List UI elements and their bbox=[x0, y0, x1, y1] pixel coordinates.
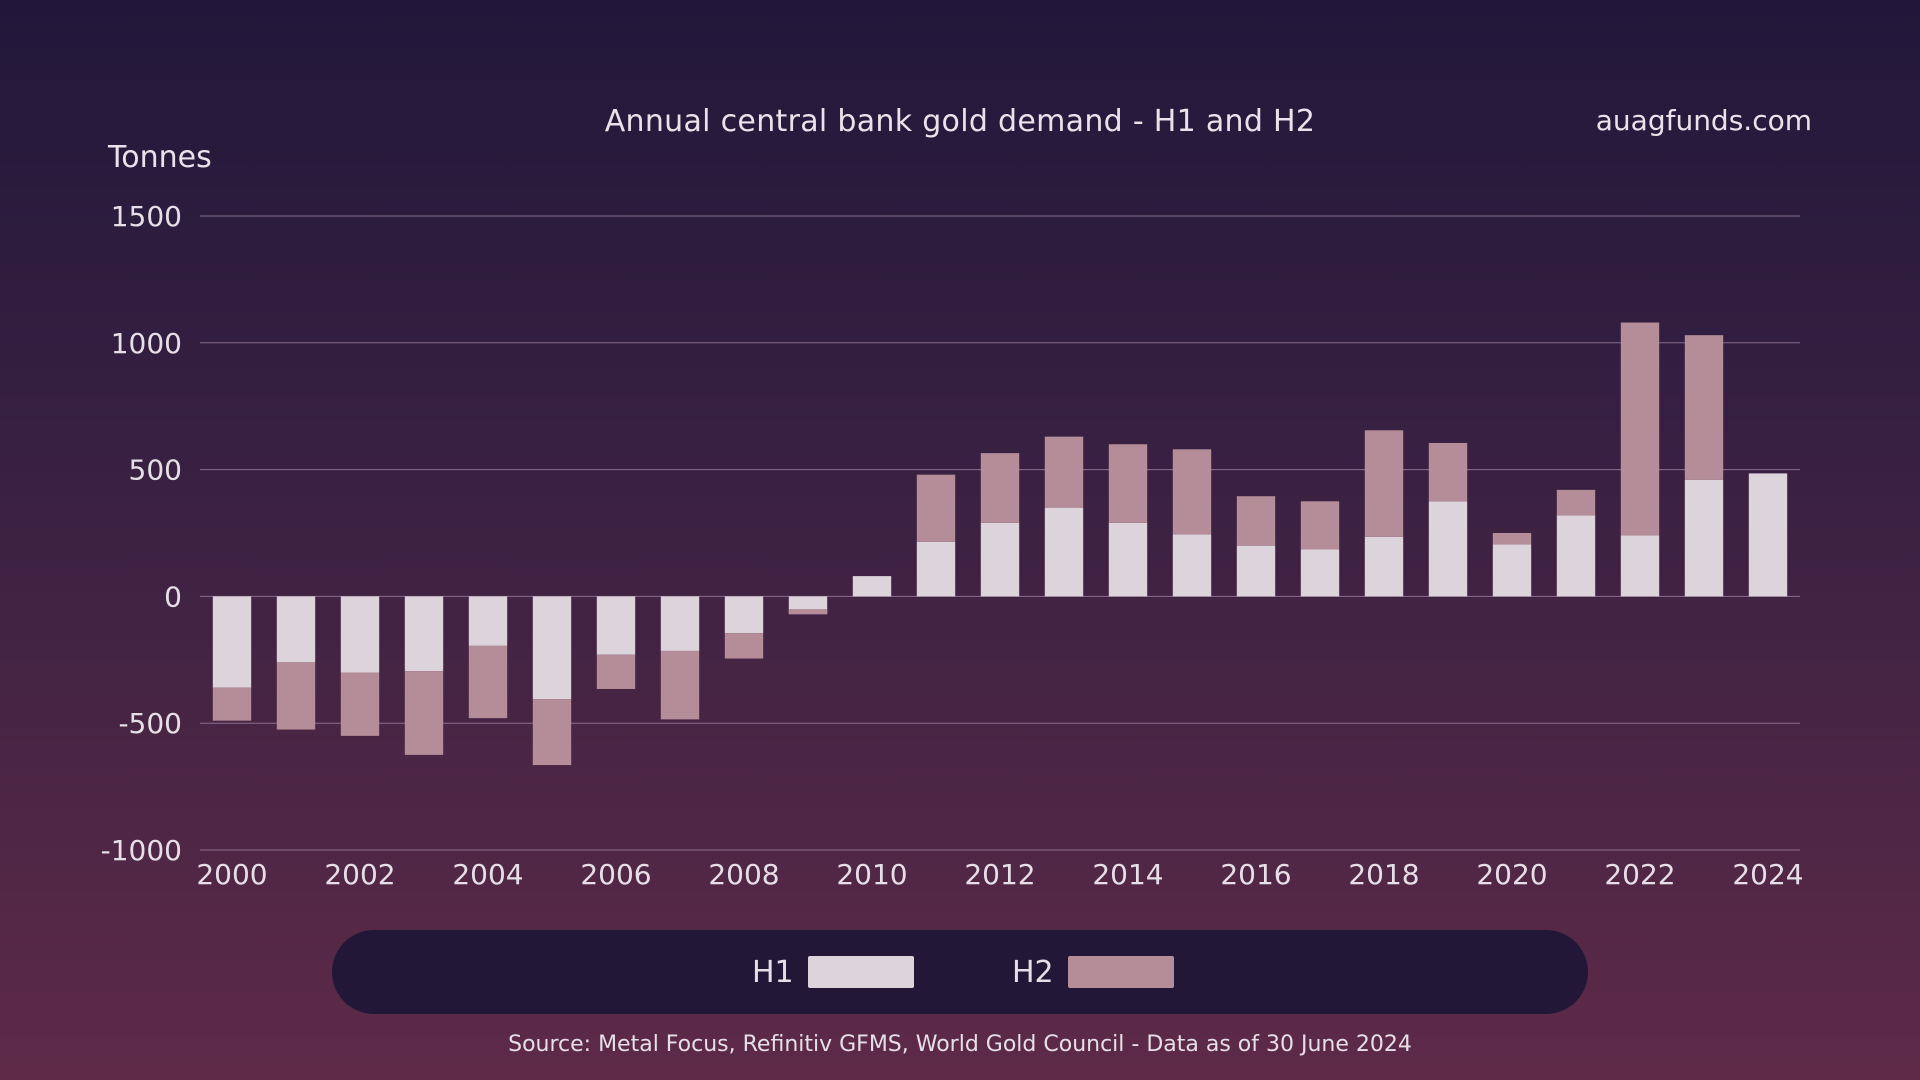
x-tick-label: 2002 bbox=[324, 858, 395, 891]
x-tick-label: 2004 bbox=[452, 858, 523, 891]
legend-item-h2: H2 bbox=[1012, 930, 1174, 1014]
bar-h1 bbox=[660, 596, 700, 651]
bar-h1 bbox=[1492, 544, 1532, 597]
bar-h2 bbox=[1556, 489, 1596, 516]
x-tick-label: 2012 bbox=[964, 858, 1035, 891]
bar-h2 bbox=[724, 633, 764, 659]
bar-h1 bbox=[468, 596, 508, 646]
bar-h1 bbox=[1748, 473, 1788, 597]
bar-h2 bbox=[1172, 449, 1212, 535]
legend-label-h1: H1 bbox=[752, 954, 794, 990]
bar-h1 bbox=[1172, 534, 1212, 597]
bar-h2 bbox=[788, 609, 828, 615]
x-tick-label: 2006 bbox=[580, 858, 651, 891]
bar-h2 bbox=[660, 650, 700, 720]
legend-label-h2: H2 bbox=[1012, 954, 1054, 990]
x-tick-label: 2022 bbox=[1604, 858, 1675, 891]
bar-h2 bbox=[1108, 444, 1148, 523]
bar-h1 bbox=[1556, 515, 1596, 597]
legend-item-h1: H1 bbox=[752, 930, 914, 1014]
bar-h1 bbox=[1108, 522, 1148, 597]
bar-h2 bbox=[1364, 430, 1404, 537]
bar-h1 bbox=[340, 596, 380, 673]
bar-h2 bbox=[916, 474, 956, 542]
bar-h1 bbox=[404, 596, 444, 672]
bar-h2 bbox=[404, 671, 444, 755]
bar-h2 bbox=[1620, 322, 1660, 536]
bar-h1 bbox=[532, 596, 572, 700]
y-tick-label: 0 bbox=[164, 580, 182, 613]
bar-h1 bbox=[1364, 536, 1404, 597]
bar-h1 bbox=[596, 596, 636, 655]
bar-h1 bbox=[852, 576, 892, 597]
bar-h2 bbox=[276, 662, 316, 730]
bar-h2 bbox=[340, 672, 380, 736]
bar-h2 bbox=[1684, 335, 1724, 480]
bar-h1 bbox=[980, 522, 1020, 597]
site-url: auagfunds.com bbox=[1595, 104, 1812, 137]
bar-h1 bbox=[1428, 501, 1468, 597]
x-tick-label: 2020 bbox=[1476, 858, 1547, 891]
source-note: Source: Metal Focus, Refinitiv GFMS, Wor… bbox=[508, 1032, 1412, 1057]
bar-h1 bbox=[1236, 545, 1276, 597]
bar-h2 bbox=[1428, 442, 1468, 502]
y-tick-label: 1500 bbox=[111, 200, 182, 233]
legend-swatch-h1 bbox=[807, 956, 914, 988]
bar-h2 bbox=[532, 699, 572, 766]
bar-chart: -1000 -500 0 500 1000 1500 2000 2002 2004 2006 200… bbox=[101, 200, 1804, 891]
bar-h2 bbox=[980, 453, 1020, 523]
bar-h1 bbox=[916, 541, 956, 597]
bar-h2 bbox=[596, 654, 636, 689]
x-tick-label: 2018 bbox=[1348, 858, 1419, 891]
bar-h2 bbox=[1044, 436, 1084, 508]
y-tick-label: 1000 bbox=[111, 327, 182, 360]
x-tick-label: 2000 bbox=[196, 858, 267, 891]
bar-h2 bbox=[1236, 496, 1276, 546]
bar-h1 bbox=[724, 596, 764, 634]
bar-h1 bbox=[1044, 507, 1084, 597]
bar-h1 bbox=[212, 596, 252, 688]
y-tick-label: -1000 bbox=[101, 834, 182, 867]
bar-h2 bbox=[1300, 501, 1340, 550]
x-tick-label: 2010 bbox=[836, 858, 907, 891]
x-tick-label: 2024 bbox=[1732, 858, 1803, 891]
bar-h1 bbox=[1684, 479, 1724, 597]
bar-h1 bbox=[276, 596, 316, 663]
y-tick-label: -500 bbox=[118, 707, 182, 740]
bar-h1 bbox=[1620, 535, 1660, 597]
bar-h1 bbox=[1300, 549, 1340, 597]
legend: H1 H2 bbox=[332, 930, 1588, 1014]
x-tick-label: 2016 bbox=[1220, 858, 1291, 891]
legend-swatch-h2 bbox=[1067, 956, 1174, 988]
chart-title: Annual central bank gold demand - H1 and… bbox=[604, 104, 1316, 139]
x-tick-label: 2014 bbox=[1092, 858, 1163, 891]
x-tick-label: 2008 bbox=[708, 858, 779, 891]
y-tick-label: 500 bbox=[129, 454, 182, 487]
bar-h2 bbox=[1492, 533, 1532, 545]
y-axis-unit-label: Tonnes bbox=[108, 140, 212, 175]
bar-h2 bbox=[468, 645, 508, 719]
bar-h2 bbox=[212, 687, 252, 721]
